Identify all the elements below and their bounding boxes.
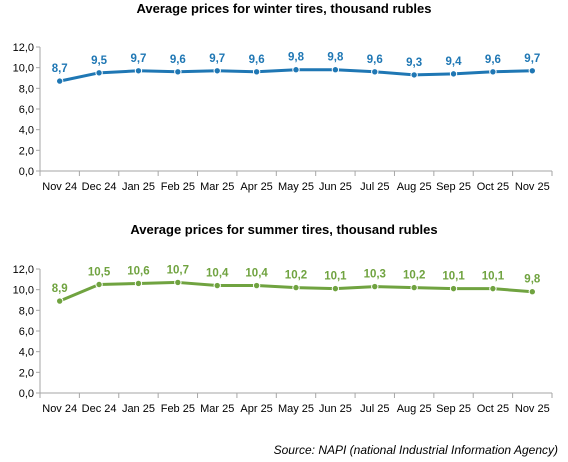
data-label: 9,6 [485, 54, 501, 66]
x-tick-label: Jul 25 [360, 403, 389, 415]
data-point [371, 68, 379, 76]
data-label: 9,6 [170, 54, 186, 66]
winter-tires-chart: Average prices for winter tires, thousan… [13, 1, 553, 193]
x-tick-label: Jan 25 [122, 403, 155, 415]
x-tick-label: Jun 25 [319, 403, 352, 415]
data-label: 9,6 [367, 54, 383, 66]
data-label: 9,7 [209, 53, 225, 65]
data-point [174, 278, 182, 287]
data-label: 9,3 [406, 57, 422, 69]
x-tick-label: Feb 25 [161, 181, 195, 193]
data-point [528, 288, 537, 296]
y-tick-label: 4,0 [19, 347, 34, 359]
data-point [252, 281, 261, 290]
data-point [292, 66, 300, 74]
x-tick-label: Jun 25 [319, 181, 352, 193]
data-label: 9,7 [130, 53, 146, 65]
data-label: 8,9 [52, 283, 68, 295]
data-label: 9,8 [327, 52, 344, 64]
data-point [95, 280, 103, 289]
data-label: 10,7 [167, 264, 189, 276]
data-point [371, 282, 379, 291]
source-note: Source: NAPI (national Industrial Inform… [273, 443, 558, 457]
data-point [174, 68, 182, 76]
x-tick-label: Dec 24 [82, 403, 117, 415]
y-tick-label: 10,0 [13, 63, 34, 75]
x-tick-label: Feb 25 [161, 403, 195, 415]
data-point [410, 71, 418, 79]
data-label: 10,6 [127, 265, 149, 277]
y-tick-label: 6,0 [19, 326, 34, 338]
y-tick-label: 2,0 [19, 145, 34, 157]
data-point [55, 77, 64, 85]
data-label: 10,1 [442, 271, 465, 283]
data-point [489, 68, 497, 76]
data-point [331, 66, 340, 74]
data-label: 10,4 [206, 268, 229, 280]
x-tick-label: Dec 24 [82, 181, 117, 193]
data-label: 9,5 [91, 55, 108, 67]
data-label: 10,2 [285, 270, 307, 282]
y-tick-label: 0,0 [19, 166, 34, 178]
data-point [449, 70, 458, 78]
data-point [213, 67, 221, 75]
y-tick-label: 8,0 [19, 305, 34, 317]
x-tick-label: Nov 24 [42, 403, 77, 415]
x-tick-label: Apr 25 [240, 403, 272, 415]
data-label: 9,8 [524, 274, 541, 286]
data-label: 10,4 [245, 268, 268, 280]
data-point [489, 284, 497, 293]
x-tick-label: Sep 25 [436, 403, 471, 415]
x-tick-label: Mar 25 [200, 403, 234, 415]
data-label: 9,8 [288, 52, 305, 64]
data-label: 10,3 [364, 269, 386, 281]
x-tick-label: May 25 [278, 181, 314, 193]
data-point [95, 69, 103, 77]
data-point [252, 68, 261, 76]
data-point [331, 284, 340, 293]
x-tick-label: Oct 25 [477, 403, 509, 415]
y-tick-label: 4,0 [19, 125, 34, 137]
data-label: 10,1 [324, 271, 347, 283]
data-label: 10,2 [403, 270, 425, 282]
x-tick-label: Nov 24 [42, 181, 77, 193]
x-tick-label: Aug 25 [397, 181, 432, 193]
x-tick-label: Sep 25 [436, 181, 471, 193]
data-label: 9,6 [249, 54, 265, 66]
x-tick-label: Jul 25 [360, 181, 389, 193]
x-tick-label: Apr 25 [240, 181, 272, 193]
summer-tires-chart: Average prices for summer tires, thousan… [13, 222, 553, 415]
data-point [528, 67, 537, 75]
x-tick-label: Nov 25 [515, 181, 550, 193]
x-tick-label: May 25 [278, 403, 314, 415]
data-point [134, 67, 143, 75]
x-tick-label: Aug 25 [397, 403, 432, 415]
chart-title: Average prices for winter tires, thousan… [137, 1, 432, 16]
y-tick-label: 12,0 [13, 264, 34, 276]
x-tick-label: Mar 25 [200, 181, 234, 193]
x-tick-label: Nov 25 [515, 403, 550, 415]
y-tick-label: 0,0 [19, 388, 34, 400]
data-point [213, 281, 221, 290]
data-point [55, 297, 64, 305]
data-label: 10,5 [88, 267, 111, 279]
data-point [134, 279, 143, 288]
data-point [410, 283, 418, 292]
x-tick-label: Oct 25 [477, 181, 509, 193]
data-label: 9,4 [446, 56, 463, 68]
y-tick-label: 8,0 [19, 83, 34, 95]
data-label: 8,7 [52, 63, 68, 75]
y-tick-label: 12,0 [13, 42, 34, 54]
y-tick-label: 6,0 [19, 104, 34, 116]
x-tick-label: Jan 25 [122, 181, 155, 193]
data-point [292, 283, 300, 292]
data-label: 10,1 [482, 271, 505, 283]
data-point [449, 284, 458, 293]
y-tick-label: 10,0 [13, 285, 34, 297]
y-tick-label: 2,0 [19, 367, 34, 379]
chart-title: Average prices for summer tires, thousan… [130, 222, 437, 237]
data-label: 9,7 [524, 53, 540, 65]
